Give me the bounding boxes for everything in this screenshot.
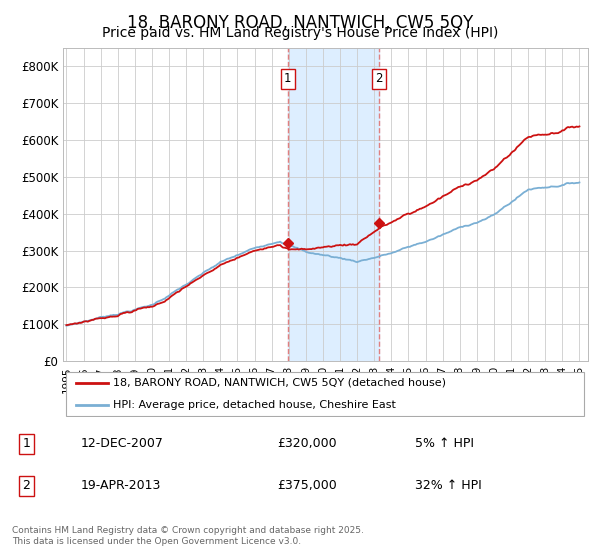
Text: 19-APR-2013: 19-APR-2013 — [81, 479, 161, 492]
Text: 2: 2 — [22, 479, 31, 492]
Text: 18, BARONY ROAD, NANTWICH, CW5 5QY: 18, BARONY ROAD, NANTWICH, CW5 5QY — [127, 14, 473, 32]
Text: £375,000: £375,000 — [277, 479, 337, 492]
Bar — [288, 48, 379, 361]
Text: 1: 1 — [22, 437, 31, 450]
Text: 32% ↑ HPI: 32% ↑ HPI — [415, 479, 482, 492]
Text: 1: 1 — [284, 72, 292, 86]
Text: Price paid vs. HM Land Registry's House Price Index (HPI): Price paid vs. HM Land Registry's House … — [102, 26, 498, 40]
Text: 5% ↑ HPI: 5% ↑ HPI — [415, 437, 474, 450]
Text: 18, BARONY ROAD, NANTWICH, CW5 5QY (detached house): 18, BARONY ROAD, NANTWICH, CW5 5QY (deta… — [113, 378, 446, 388]
Text: 12-DEC-2007: 12-DEC-2007 — [81, 437, 164, 450]
FancyBboxPatch shape — [65, 371, 584, 416]
Text: £320,000: £320,000 — [277, 437, 337, 450]
Text: 2: 2 — [376, 72, 383, 86]
Text: HPI: Average price, detached house, Cheshire East: HPI: Average price, detached house, Ches… — [113, 400, 396, 410]
Text: Contains HM Land Registry data © Crown copyright and database right 2025.
This d: Contains HM Land Registry data © Crown c… — [12, 526, 364, 546]
